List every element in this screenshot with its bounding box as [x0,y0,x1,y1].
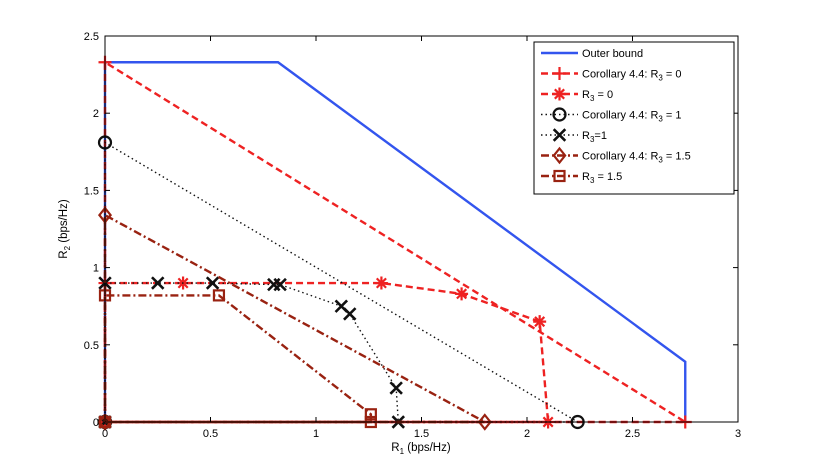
data-point-r15 [364,408,377,421]
data-point-r15 [212,289,226,302]
x-tick-label: 3 [735,428,741,440]
legend-item-r15: R3 = 1.5 [541,169,622,185]
legend-label: R3=1 [582,130,607,144]
x-tick-label: 2.5 [625,428,640,440]
data-point-r0 [533,315,547,329]
data-point-cor15 [477,413,492,431]
legend-item-cor15: Corollary 4.4: R3 = 1.5 [541,146,691,165]
y-tick-label: 1.5 [84,185,99,197]
y-tick-label: 1 [93,263,99,275]
series-line-r0 [103,281,550,424]
data-point-r1 [205,276,220,290]
legend-marker [553,67,566,80]
legend-label: R3 = 1.5 [582,171,622,185]
x-tick-label: 0.5 [203,428,218,440]
legend-marker [553,87,566,101]
data-point-r0 [374,276,388,290]
data-point-r1 [343,307,357,321]
legend-box [533,41,735,195]
data-point-r1 [389,381,403,395]
data-point-r0 [455,287,469,301]
y-axis-label: R2 (bps/Hz) [58,199,72,259]
x-tick-label: 0 [102,428,108,440]
y-tick-label: 2 [93,108,99,120]
legend-item-r0: R3 = 0 [541,87,613,103]
data-point-cor15 [97,413,113,431]
x-tick-label: 1.5 [414,428,429,440]
legend: Outer bound Corollary 4.4: R3 = 0 R3 = 0 Co… [533,41,735,195]
x-tick-label: 1 [313,428,319,440]
legend-label: R3 = 0 [582,89,613,103]
legend-label: Corollary 4.4: R3 = 1.5 [582,151,691,165]
y-tick-label: 0.5 [84,340,99,352]
ticks-layer: 0 0.5 1 1.5 2 2.5 3 0 0.5 1 1.5 2 2.5 [84,31,741,440]
legend-label: Corollary 4.4: R3 = 1 [582,110,682,124]
y-tick-label: 2.5 [84,31,99,43]
legend-item-r1: R3=1 [541,128,607,144]
legend-label: Corollary 4.4: R3 = 0 [582,69,682,83]
legend-item-outer: Outer bound [541,48,643,60]
legend-marker [552,107,567,122]
legend-item-cor0: Corollary 4.4: R3 = 0 [541,67,682,83]
legend-marker [552,128,567,142]
legend-item-cor1: Corollary 4.4: R3 = 1 [541,107,682,124]
data-point-r1 [151,276,165,290]
legend-label: Outer bound [582,48,643,60]
data-point-r1 [273,277,287,292]
legend-marker [553,169,566,183]
x-axis-label: R1 (bps/Hz) [391,442,451,456]
legend-marker [552,146,567,165]
y-tick-label: 0 [93,417,99,429]
x-tick-label: 2 [524,428,530,440]
